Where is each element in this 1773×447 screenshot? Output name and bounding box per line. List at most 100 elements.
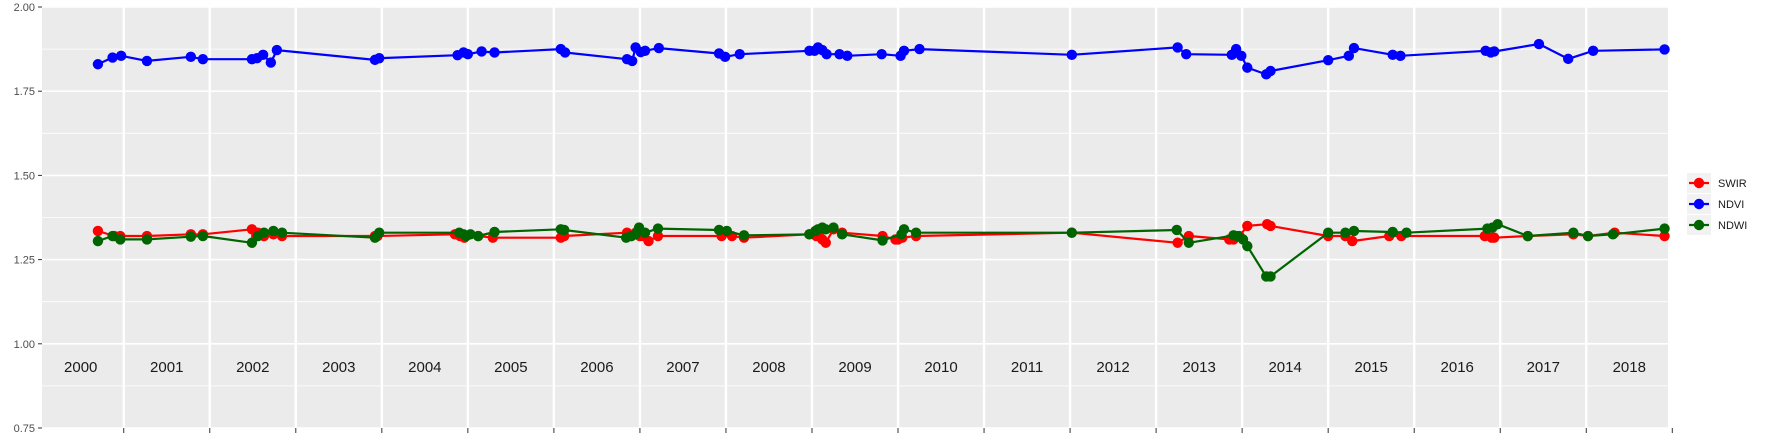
data-point [1322, 227, 1334, 238]
data-point [1265, 220, 1276, 232]
data-point [1387, 49, 1398, 61]
year-label: 2004 [408, 359, 441, 376]
data-point [1242, 220, 1253, 232]
series-ndwi [92, 219, 1670, 282]
data-point [643, 235, 654, 247]
data-point [821, 48, 832, 60]
data-point [820, 237, 831, 248]
data-point [1607, 229, 1619, 240]
year-label: 2008 [752, 359, 785, 376]
data-point [141, 55, 153, 67]
legend-label: NDWI [1718, 220, 1747, 232]
data-point [842, 50, 853, 62]
axis-layer: 0.75 1.00 1.25 1.50 1.75 2.00 [14, 2, 1673, 435]
data-point [1563, 53, 1574, 65]
y-tick-label: 1.50 [14, 170, 35, 182]
data-point [1242, 62, 1253, 73]
data-point [268, 225, 279, 237]
data-point [476, 46, 487, 57]
data-point [1533, 38, 1545, 50]
data-point [185, 51, 197, 63]
data-point [1489, 46, 1500, 57]
data-point [877, 235, 888, 246]
data-point [271, 44, 283, 56]
data-point [1492, 219, 1503, 230]
year-label: 2012 [1096, 359, 1129, 376]
data-point [738, 230, 750, 241]
data-point [914, 43, 925, 55]
data-point [1066, 49, 1078, 61]
year-label: 2010 [924, 359, 957, 376]
data-point [92, 225, 104, 237]
data-point [1322, 55, 1334, 66]
data-point [92, 235, 104, 247]
year-label: 2009 [838, 359, 871, 376]
year-label: 2014 [1268, 359, 1301, 376]
data-point [910, 227, 922, 238]
data-point [1343, 50, 1355, 62]
data-point [1348, 225, 1360, 237]
data-point [652, 223, 664, 234]
data-point [1587, 45, 1599, 56]
year-label: 2007 [666, 359, 699, 376]
data-point [1172, 237, 1183, 248]
data-point [141, 234, 153, 245]
data-point [489, 47, 500, 58]
data-point [1659, 223, 1670, 234]
legend-key-point [1693, 198, 1705, 210]
data-point [1236, 50, 1247, 62]
data-point [185, 231, 197, 242]
grid-lines [42, 6, 1674, 429]
data-point [828, 222, 839, 233]
data-point [107, 52, 118, 63]
data-point [1340, 227, 1351, 238]
y-tick-label: 0.75 [14, 423, 35, 435]
year-label: 2005 [494, 359, 527, 376]
series-ndvi [92, 38, 1670, 80]
data-point [1522, 230, 1533, 242]
data-point [1265, 65, 1276, 77]
data-point [115, 234, 126, 245]
data-point [1265, 271, 1276, 282]
year-label: 2011 [1011, 359, 1043, 376]
data-point [1347, 235, 1358, 247]
data-point [465, 229, 476, 240]
data-point [713, 224, 725, 236]
data-point [639, 45, 651, 56]
data-point [265, 57, 277, 68]
data-point [898, 45, 910, 56]
year-label: 2006 [580, 359, 613, 376]
data-point [1066, 227, 1078, 238]
data-point [652, 230, 664, 242]
data-point [92, 59, 104, 70]
legend-item-ndvi: NDVI [1687, 194, 1744, 214]
data-point [1568, 227, 1579, 238]
data-point [1242, 240, 1253, 252]
year-label: 2013 [1182, 359, 1215, 376]
data-point [639, 227, 651, 238]
data-point [374, 227, 385, 238]
data-point [115, 50, 127, 62]
data-point [489, 226, 500, 238]
legend-key-point [1693, 219, 1705, 231]
legend: SWIR NDVI NDWI [1687, 173, 1747, 235]
data-point [1582, 230, 1594, 242]
year-label: 2017 [1527, 359, 1560, 376]
data-point [246, 237, 258, 248]
data-point [1183, 237, 1195, 248]
year-label: 2000 [64, 359, 97, 376]
data-point [1395, 50, 1406, 62]
series-layer [92, 38, 1670, 282]
data-point [1348, 42, 1360, 54]
data-point [719, 51, 731, 63]
data-point [1172, 42, 1183, 53]
y-tick-label: 2.00 [14, 2, 35, 14]
data-point [1171, 224, 1182, 236]
data-point [653, 42, 665, 54]
data-point [559, 47, 571, 58]
legend-item-ndwi: NDWI [1687, 215, 1747, 235]
year-label: 2002 [236, 359, 269, 376]
data-point [374, 52, 385, 64]
